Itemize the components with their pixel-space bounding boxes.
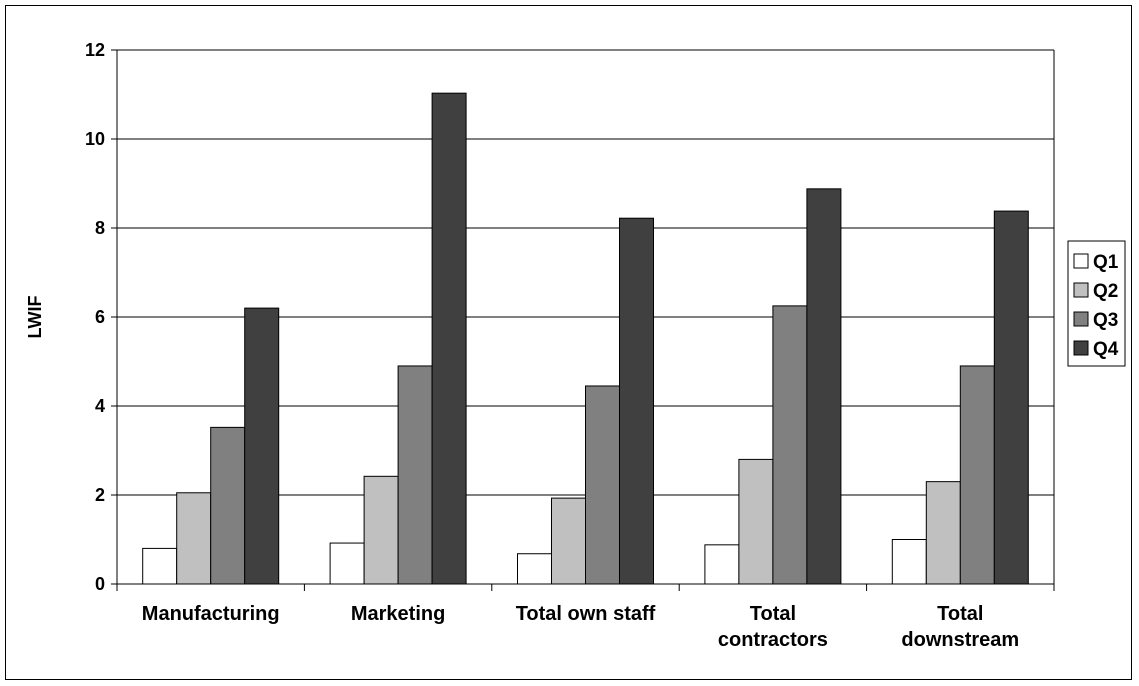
- legend-items: Q1 Q2 Q3 Q4: [1073, 252, 1119, 360]
- y-tick-labels: 0 2 4 6 8 10 12: [85, 40, 105, 594]
- bar-q4: [993, 210, 1029, 585]
- y-tick-label: 4: [95, 396, 105, 416]
- legend-swatch-q3: [1073, 311, 1089, 327]
- bar-q2: [551, 497, 586, 585]
- y-axis-label: LWIF: [25, 296, 45, 339]
- y-tick-label: 8: [95, 218, 105, 238]
- bar-q4: [619, 217, 654, 585]
- bar-q3: [959, 365, 995, 585]
- y-tick-label: 0: [95, 574, 105, 594]
- x-tick-label: Marketing: [351, 603, 445, 625]
- bar-chart: 0 2 4 6 8 10 12 Manufacturing Marketing Total ow…: [25, 40, 1126, 651]
- bar-q1: [891, 539, 927, 585]
- bar-q1: [329, 542, 365, 585]
- bar-q1: [142, 547, 178, 585]
- y-tick-label: 6: [95, 307, 105, 327]
- bar-q1: [704, 544, 740, 585]
- bar-q3: [585, 385, 620, 585]
- legend-label-q2: Q2: [1093, 281, 1118, 302]
- legend: Q1 Q2 Q3 Q4: [1067, 240, 1126, 367]
- axes: [111, 49, 1055, 591]
- bar-q2: [363, 475, 399, 585]
- legend-swatch-q2: [1073, 282, 1089, 298]
- bar-q4: [806, 188, 842, 585]
- bar-q3: [397, 365, 433, 585]
- x-tick-label: Manufacturing: [142, 603, 280, 625]
- y-tick-label: 2: [95, 485, 105, 505]
- x-tick-label: Total contractors: [718, 603, 828, 651]
- bar-q3: [210, 426, 246, 585]
- y-tick-label: 10: [85, 129, 105, 149]
- legend-label-q4: Q4: [1093, 339, 1119, 360]
- bar-q2: [176, 492, 212, 585]
- legend-label-q3: Q3: [1093, 310, 1118, 331]
- x-tick-label: Total own staff: [516, 603, 656, 625]
- x-tick-labels: Manufacturing Marketing Total own staff Tot…: [142, 603, 1019, 651]
- bar-q4: [431, 92, 467, 585]
- bar-q3: [772, 305, 808, 585]
- y-tick-label: 12: [85, 40, 105, 60]
- legend-label-q1: Q1: [1093, 252, 1119, 273]
- chart-area: 0 2 4 6 8 10 12 Manufacturing Marketing Total ow…: [5, 5, 1132, 680]
- x-tick-label: Total downstream: [901, 603, 1019, 651]
- bar-q2: [925, 481, 961, 585]
- bar-q1: [517, 553, 552, 585]
- bar-q2: [738, 458, 774, 585]
- bar-q4: [244, 307, 280, 585]
- legend-swatch-q1: [1073, 253, 1089, 269]
- bars: [142, 92, 1029, 585]
- legend-swatch-q4: [1073, 340, 1089, 356]
